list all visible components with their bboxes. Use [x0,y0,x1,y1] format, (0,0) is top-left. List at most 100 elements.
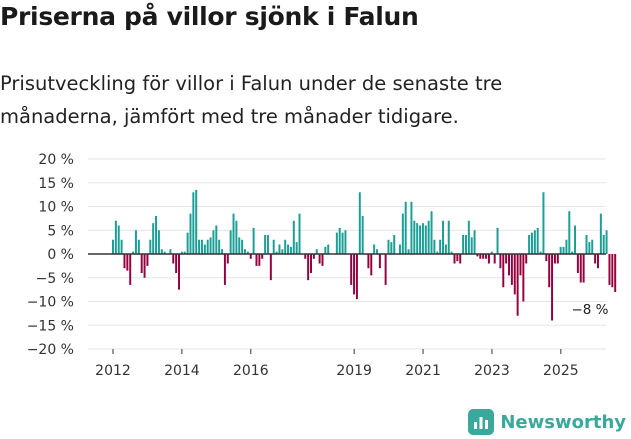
bar [175,254,178,273]
bar [137,239,140,254]
bar [548,254,551,288]
bar [226,254,229,264]
bar [186,232,189,255]
bar [398,244,401,254]
bar [376,249,378,254]
bar [206,239,209,254]
bar [261,254,264,259]
x-tick-label: 2012 [95,363,131,379]
y-tick-label: 15 % [38,176,74,192]
bar [287,244,290,254]
bar [574,225,576,254]
bar [129,254,132,285]
bar [519,254,522,276]
bar [132,251,135,255]
bar [416,223,419,255]
bar [370,254,373,276]
bar [536,227,539,255]
bar [321,254,324,266]
bar [195,189,198,255]
bar [559,246,562,255]
bar [140,254,143,273]
last-value-label: −8 % [571,302,608,318]
y-tick-label: 10 % [38,200,74,216]
brand-name: Newsworthy [500,411,626,433]
bar [556,254,559,264]
bar [542,192,545,254]
bar [427,220,430,254]
bar [284,239,287,254]
bar [378,254,381,269]
bar [335,232,338,255]
x-tick-label: 2021 [405,363,441,379]
bar [530,232,533,255]
bar [602,235,605,254]
bar [350,254,353,285]
bar-chart-icon [468,409,495,435]
bar [539,251,542,255]
bar [467,220,470,254]
y-tick-label: 5 % [47,223,74,239]
bar [453,254,456,264]
bar [275,251,278,255]
bar [315,249,318,254]
bar [258,254,261,266]
bar [614,254,617,292]
bar [585,235,588,254]
y-tick-label: −15 % [27,318,74,334]
bar [143,254,146,278]
bar [152,223,155,255]
bar [123,254,126,269]
newsworthy-logo: Newsworthy [468,409,626,435]
gridlines [88,158,606,350]
bar [198,239,201,254]
bar [545,254,548,262]
bar [588,242,591,255]
bar [189,213,192,255]
bar [192,192,195,254]
bar [565,239,568,254]
bar [180,251,183,255]
bar [312,254,315,259]
bar [246,251,249,255]
bar [571,251,574,255]
bar [490,251,493,255]
x-tick-label: 2025 [543,363,579,379]
bar [470,237,473,255]
bar [324,246,327,255]
bar [134,230,137,254]
bar [169,249,172,254]
bar [295,242,298,255]
bar [499,254,502,269]
bar [442,220,444,254]
bar [203,244,206,254]
bar [266,235,269,254]
bar [172,254,175,264]
bar [238,237,241,255]
y-tick-label: −10 % [27,295,74,311]
bar [269,254,272,281]
bar [594,254,597,264]
bar [355,254,358,300]
bar [508,254,510,276]
bar [393,235,396,254]
bar [505,254,508,264]
bar [450,251,453,255]
bar [439,239,442,254]
bar [568,211,571,254]
bar [183,251,186,255]
bar [419,225,422,254]
bar [401,213,404,255]
bar [459,254,462,264]
bar [493,254,496,264]
y-tick-label: −20 % [27,342,74,358]
bar [553,254,556,264]
bar [487,254,490,264]
bar [157,230,160,254]
bar [551,254,554,321]
bar [114,220,117,254]
bar [344,230,347,254]
bar [255,254,258,266]
bar [117,225,120,254]
bar [292,220,295,254]
